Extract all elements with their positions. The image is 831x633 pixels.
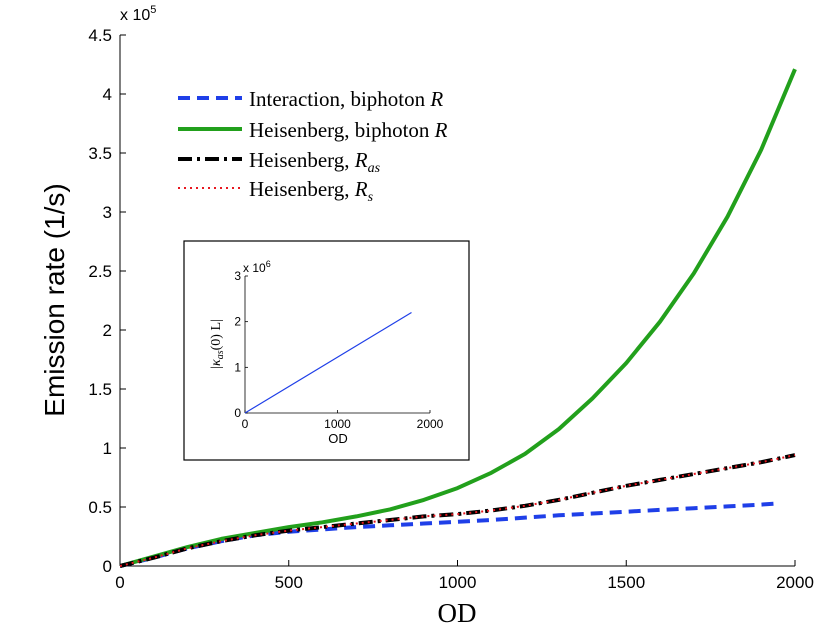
- inset-x-tick-label: 1000: [324, 417, 351, 431]
- inset-y-multiplier-base: x 10: [243, 261, 266, 275]
- y-tick-label: 2.5: [88, 262, 112, 281]
- inset-y-axis-label: |κas(0) L|: [209, 319, 226, 369]
- inset-x-tick-label: 2000: [417, 417, 444, 431]
- y-tick-label: 1.5: [88, 380, 112, 399]
- legend-label-interaction: Interaction, biphoton R: [249, 87, 443, 111]
- x-tick-label: 0: [115, 573, 124, 592]
- legend: Interaction, biphoton R Heisenberg, biph…: [178, 87, 448, 205]
- y-tick-label: 3: [103, 203, 112, 222]
- y-tick-label: 4.5: [88, 26, 112, 45]
- inset-y-tick-label: 1: [234, 360, 241, 374]
- legend-label-heisenberg-rs: Heisenberg, Rs: [249, 177, 374, 205]
- inset-frame: [183, 240, 470, 461]
- inset-y-tick-label: 0: [234, 406, 241, 420]
- y-tick-label: 3.5: [88, 144, 112, 163]
- inset-series-line-0: [244, 311, 412, 414]
- x-tick-label: 1000: [439, 573, 477, 592]
- y-tick-label: 0.5: [88, 498, 112, 517]
- series-line-1: [119, 68, 797, 568]
- inset-y-ticks: 0 1 2 3: [234, 269, 248, 420]
- series-line-3: [119, 454, 796, 567]
- y-tick-label: 2: [103, 321, 112, 340]
- legend-label-heisenberg-biphoton: Heisenberg, biphoton R: [249, 118, 448, 142]
- y-multiplier: x 105: [120, 4, 156, 24]
- inset-series-group: [244, 311, 412, 414]
- y-axis-label: Emission rate (1/s): [39, 183, 70, 416]
- x-tick-label: 2000: [776, 573, 814, 592]
- inset-x-axis-label: OD: [328, 431, 348, 446]
- x-axis-label: OD: [438, 598, 477, 628]
- y-ticks: 0 0.5 1 1.5 2 2.5 3 3.5 4 4.5: [88, 26, 126, 576]
- series-group: [119, 68, 797, 568]
- inset-y-tick-label: 3: [234, 269, 241, 283]
- y-tick-label: 1: [103, 439, 112, 458]
- inset-y-multiplier: x 106: [243, 259, 271, 275]
- y-tick-label: 4: [103, 85, 112, 104]
- y-multiplier-base: x 10: [120, 7, 150, 24]
- x-tick-label: 500: [275, 573, 303, 592]
- legend-label-heisenberg-ras: Heisenberg, Ras: [249, 148, 381, 176]
- inset-x-tick-label: 0: [242, 417, 249, 431]
- series-line-2: [119, 453, 796, 568]
- inset-y-multiplier-exp: 6: [266, 259, 271, 269]
- x-ticks: 0 500 1000 1500 2000: [115, 560, 814, 592]
- y-tick-label: 0: [103, 557, 112, 576]
- y-multiplier-exp: 5: [150, 4, 156, 16]
- x-tick-label: 1500: [607, 573, 645, 592]
- inset-y-tick-label: 2: [234, 315, 241, 329]
- inset-chart: 0 1000 2000 0 1 2 3 x 106 OD |κas(0) L|: [183, 240, 470, 461]
